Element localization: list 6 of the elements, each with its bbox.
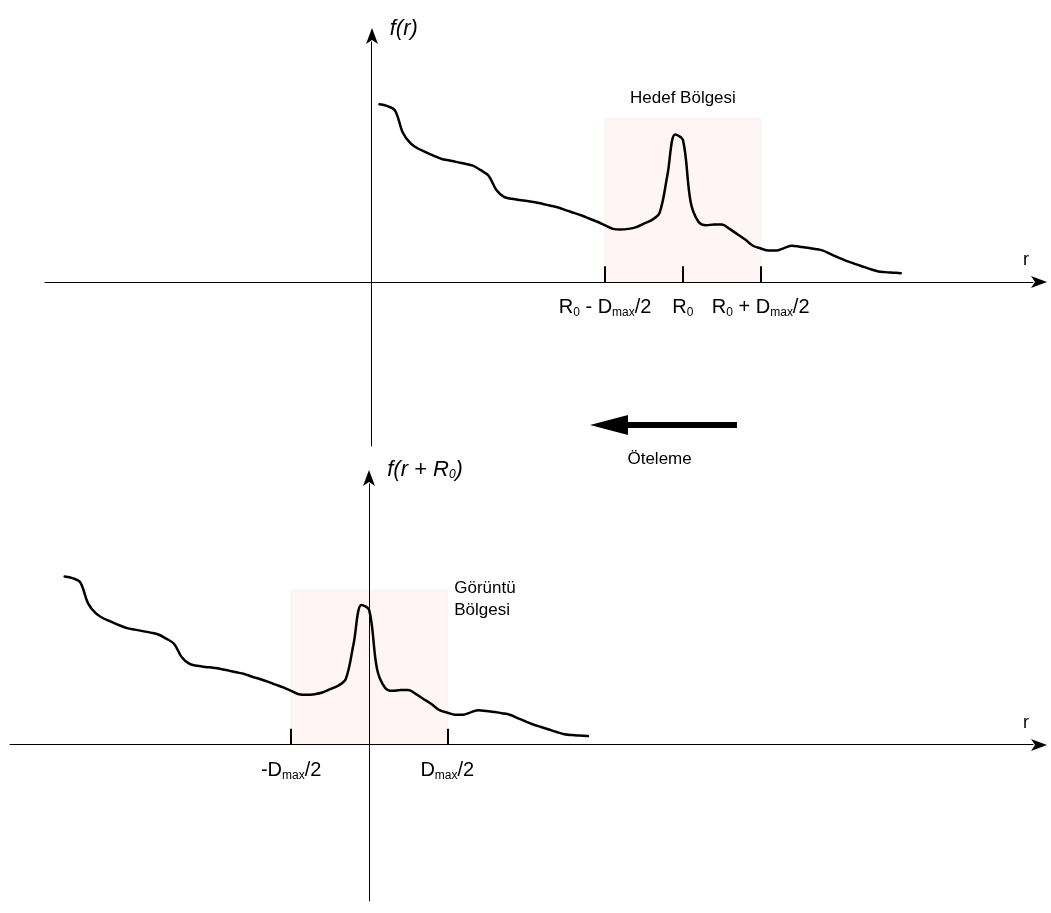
x-axis-title: r — [1023, 711, 1029, 732]
x-axis-title: r — [1023, 249, 1029, 270]
band-label: Görüntü Bölgesi — [454, 578, 521, 620]
y-axis-title: f(r) — [389, 14, 418, 40]
band-label: Hedef Bölgesi — [630, 87, 736, 107]
text: Öteleme — [626, 449, 693, 470]
